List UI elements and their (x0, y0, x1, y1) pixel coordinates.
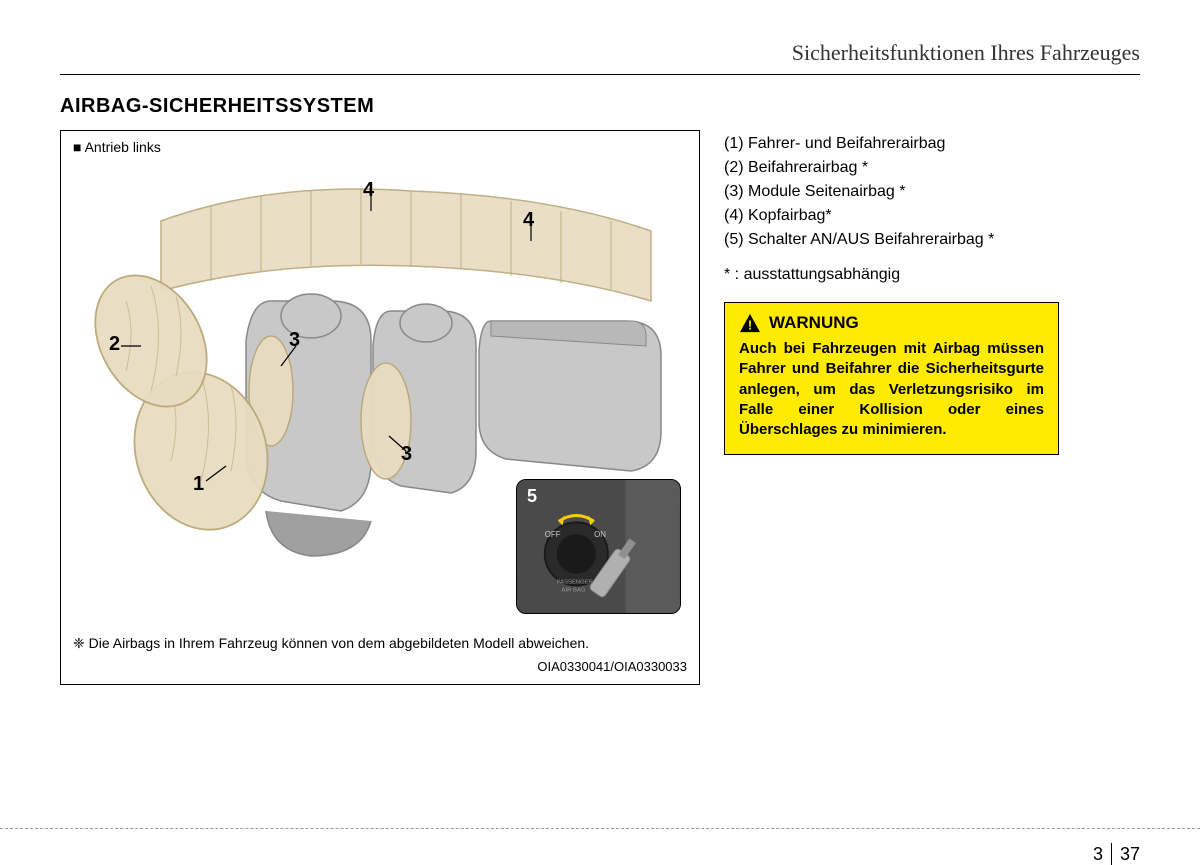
figure-column: ■ Antrieb links (60, 130, 700, 685)
content-row: ■ Antrieb links (60, 130, 1140, 685)
callout-1: 1 (193, 473, 204, 496)
chapter-title: Sicherheitsfunktionen Ihres Fahrzeuges (60, 40, 1140, 75)
legend-item: (1) Fahrer- und Beifahrerairbag (724, 132, 1140, 156)
legend-item: (4) Kopfairbag* (724, 204, 1140, 228)
page-divider (1111, 843, 1112, 865)
svg-text:OFF: OFF (545, 530, 561, 539)
section-title: AIRBAG-SICHERHEITSSYSTEM (60, 95, 1140, 118)
figure-note: ❈ Die Airbags in Ihrem Fahrzeug können v… (73, 635, 589, 652)
svg-text:PASSENGER: PASSENGER (557, 579, 593, 585)
callout-2: 2 (109, 333, 120, 356)
figure-note-text: Die Airbags in Ihrem Fahrzeug können von… (89, 635, 589, 651)
page-footer: 3 37 (0, 828, 1200, 835)
callout-3a: 3 (289, 329, 300, 352)
callout-5: 5 (527, 486, 537, 507)
legend-list: (1) Fahrer- und Beifahrerairbag (2) Beif… (724, 132, 1140, 252)
figure-box: ■ Antrieb links (60, 130, 700, 685)
warning-icon: ! (739, 313, 761, 333)
callout-3b: 3 (401, 443, 412, 466)
svg-text:!: ! (748, 317, 752, 332)
legend-item: (5) Schalter AN/AUS Beifahrerairbag * (724, 228, 1140, 252)
svg-text:ON: ON (594, 530, 606, 539)
page-number: 3 37 (1093, 843, 1140, 865)
callout-4a: 4 (363, 179, 374, 202)
figure-note-prefix: ❈ (73, 635, 89, 651)
switch-inset: OFF ON PASSENGER AIR BAG (516, 479, 681, 614)
text-column: (1) Fahrer- und Beifahrerairbag (2) Beif… (724, 130, 1140, 685)
legend-item: (2) Beifahrerairbag * (724, 156, 1140, 180)
page-number-value: 37 (1120, 844, 1140, 865)
figure-code: OIA0330041/OIA0330033 (537, 659, 687, 674)
svg-text:AIR BAG: AIR BAG (562, 587, 586, 593)
warning-box: ! WARNUNG Auch bei Fahrzeugen mit Airbag… (724, 302, 1059, 455)
section-number: 3 (1093, 844, 1103, 865)
warning-title-row: ! WARNUNG (739, 313, 1044, 333)
legend-item: (3) Module Seitenairbag * (724, 180, 1140, 204)
legend-footnote: * : ausstattungsabhängig (724, 266, 1140, 284)
figure-label: ■ Antrieb links (73, 139, 161, 155)
warning-title: WARNUNG (769, 313, 859, 333)
warning-text: Auch bei Fahrzeugen mit Airbag müssen Fa… (739, 339, 1044, 440)
callout-4b: 4 (523, 209, 534, 232)
